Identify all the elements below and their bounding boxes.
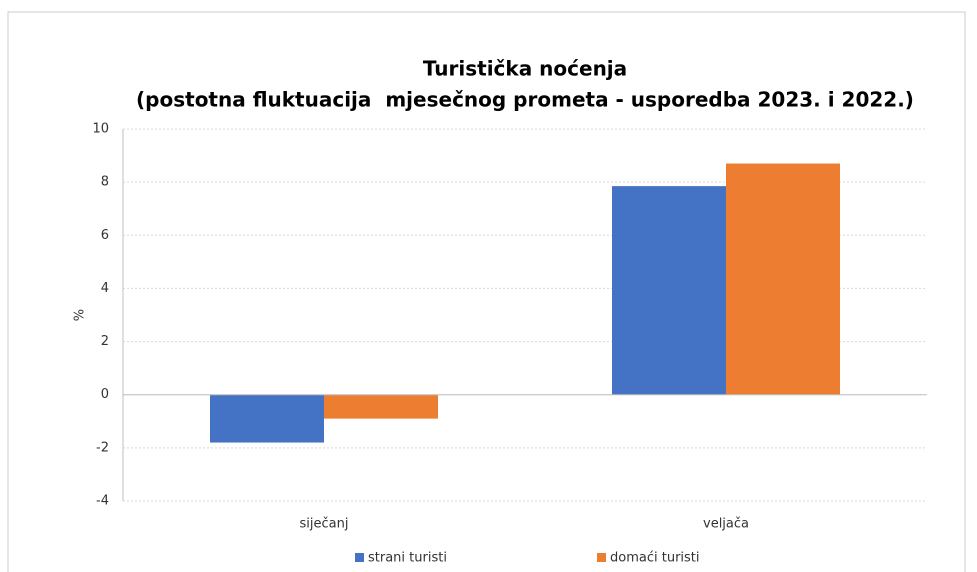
y-tick-label: 0	[101, 387, 109, 402]
legend-swatch	[355, 553, 364, 562]
y-tick-label: 6	[101, 228, 109, 243]
bar	[210, 394, 324, 443]
bar	[612, 186, 726, 395]
y-tick-label: -2	[96, 440, 109, 455]
x-tick-label: veljača	[703, 517, 749, 532]
y-tick-label: 8	[101, 175, 109, 190]
bar	[726, 163, 840, 395]
legend-label: domaći turisti	[610, 551, 700, 566]
bar	[324, 394, 438, 419]
y-axis-label: %	[73, 309, 88, 321]
y-tick-label: 10	[92, 122, 109, 137]
y-tick-label: 2	[101, 334, 109, 349]
y-tick-label: -4	[96, 494, 109, 509]
y-tick-label: 4	[101, 281, 109, 296]
chart-title: Turistička noćenja	[423, 57, 627, 81]
x-tick-label: siječanj	[300, 517, 349, 532]
chart-subtitle: (postotna fluktuacija mjesečnog prometa …	[136, 88, 914, 112]
legend-swatch	[597, 553, 606, 562]
legend-label: strani turisti	[368, 551, 447, 566]
